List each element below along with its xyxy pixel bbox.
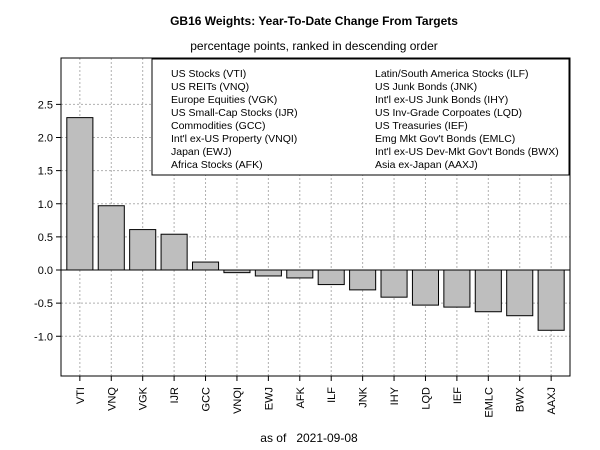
bar-afk [286, 269, 314, 279]
x-tick-label: IEF [452, 387, 464, 404]
bar-ewj [254, 269, 282, 277]
legend-entry: US Inv-Grade Corpoates (LQD) [375, 107, 522, 119]
x-tick-label: AFK [295, 386, 307, 408]
legend: US Stocks (VTI)US REITs (VNQ)Europe Equi… [151, 58, 570, 176]
plot-frame [60, 57, 571, 377]
x-tick-label: EMLC [483, 387, 495, 418]
bar-ief [443, 269, 471, 308]
x-tick-label: VNQI [232, 387, 244, 414]
x-tick-label: ILF [326, 387, 338, 403]
bar-ihy [380, 269, 408, 298]
bar-ijr [160, 233, 188, 271]
bar-aaxj [537, 269, 565, 331]
legend-right-column: Latin/South America Stocks (ILF)US Junk … [375, 68, 559, 171]
y-axis: 2.5 2.0 1.5 1.0 0.5 0.0 -0.5 -1.0 [34, 99, 61, 343]
legend-entry: US Treasuries (IEF) [375, 120, 468, 132]
x-tick-label: VTI [75, 387, 87, 404]
x-tick-label: JNK [358, 386, 370, 407]
bar-jnk [349, 269, 377, 291]
x-tick-label: VNQ [106, 387, 118, 411]
bar-vnq [97, 205, 125, 271]
bar-vti [66, 117, 94, 271]
legend-entry: Int'l ex-US Property (VNQI) [171, 133, 297, 145]
y-tick-label: 1.0 [38, 199, 53, 211]
x-tick-label: IJR [169, 387, 181, 404]
x-tick-label: EWJ [263, 387, 275, 410]
y-tick-label: -0.5 [34, 298, 53, 310]
x-axis-label: as of 2021-09-08 [260, 431, 358, 445]
legend-left-column: US Stocks (VTI)US REITs (VNQ)Europe Equi… [171, 68, 298, 171]
legend-entry: Asia ex-Japan (AAXJ) [375, 159, 478, 171]
legend-entry: US Stocks (VTI) [171, 68, 246, 80]
bar-lqd [411, 269, 440, 306]
x-tick-label: VGK [138, 386, 150, 410]
legend-entry: Japan (EWJ) [171, 146, 232, 158]
legend-box [151, 58, 570, 176]
bar-gcc [191, 261, 220, 271]
x-tick-label: AAXJ [546, 387, 558, 415]
y-tick-label: 0.0 [38, 265, 53, 277]
legend-entry: Africa Stocks (AFK) [171, 159, 263, 171]
legend-entry: US REITs (VNQ) [171, 81, 249, 93]
y-tick-label: 0.5 [38, 232, 53, 244]
legend-entry: Latin/South America Stocks (ILF) [375, 68, 528, 80]
legend-entry: US Junk Bonds (JNK) [375, 81, 477, 93]
legend-entry: US Small-Cap Stocks (IJR) [171, 107, 298, 119]
y-tick-label: 2.0 [38, 133, 53, 145]
y-tick-label: -1.0 [34, 331, 53, 343]
x-tick-label: GCC [201, 387, 213, 412]
chart-title: GB16 Weights: Year-To-Date Change From T… [170, 14, 458, 28]
legend-entry: Int'l ex-US Junk Bonds (IHY) [375, 94, 508, 106]
bars [66, 117, 565, 331]
legend-entry: Europe Equities (VGK) [171, 94, 277, 106]
y-tick-label: 2.5 [38, 99, 53, 111]
x-tick-label: LQD [420, 387, 432, 410]
bar-bwx [506, 269, 534, 317]
x-tick-label: BWX [515, 386, 527, 412]
x-tick-label: IHY [389, 386, 401, 405]
legend-entry: Emg Mkt Gov't Bonds (EMLC) [375, 133, 515, 145]
bar-vgk [129, 229, 157, 271]
x-axis: VTI VNQ VGK IJR GCC VNQI EWJ AFK ILF JNK IHY LQD IEF… [75, 376, 558, 418]
y-tick-label: 1.5 [38, 166, 53, 178]
bar-emlc [474, 269, 502, 313]
legend-entry: Commodities (GCC) [171, 120, 266, 132]
bar-ilf [317, 269, 345, 286]
legend-entry: Int'l ex-US Dev-Mkt Gov't Bonds (BWX) [375, 146, 559, 158]
chart-subtitle: percentage points, ranked in descending … [190, 39, 438, 53]
